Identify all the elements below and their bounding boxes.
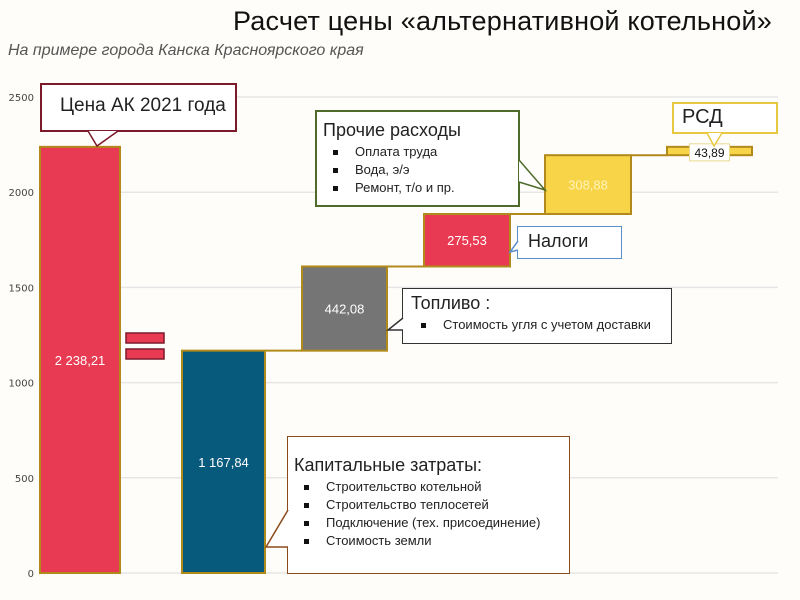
callout-other-item: Ремонт, т/о и пр. bbox=[333, 179, 518, 197]
callout-tail bbox=[385, 317, 404, 331]
y-tick-label: 2500 bbox=[9, 93, 34, 104]
callout-tail bbox=[508, 240, 519, 254]
callout-capex-item: Строительство теплосетей bbox=[304, 496, 569, 514]
callout-other: Прочие расходы Оплата труда Вода, э/э Ре… bbox=[315, 110, 520, 207]
bar bbox=[39, 145, 121, 574]
callout-fuel: Топливо : Стоимость угля с учетом достав… bbox=[402, 288, 672, 344]
bar bbox=[423, 213, 511, 268]
callout-capex-heading: Капитальные затраты: bbox=[294, 455, 483, 475]
callout-capex: Капитальные затраты: Строительство котел… bbox=[287, 436, 570, 574]
callout-price-heading: Цена АК 2021 года bbox=[60, 95, 226, 116]
callout-tail bbox=[706, 132, 723, 148]
page-title: Расчет цены «альтернативной котельной» bbox=[232, 6, 772, 36]
data-label-background bbox=[689, 143, 730, 162]
bar bbox=[301, 265, 388, 352]
callout-fuel-heading: Топливо : bbox=[411, 293, 491, 313]
y-tick-label: 500 bbox=[15, 474, 34, 485]
callout-rsd: РСД bbox=[672, 102, 778, 134]
y-tick-label: 1000 bbox=[9, 379, 34, 390]
bar bbox=[181, 349, 266, 574]
callout-capex-item: Стоимость земли bbox=[304, 532, 569, 550]
callout-tail bbox=[87, 130, 119, 148]
page-subtitle: На примере города Канска Красноярского к… bbox=[8, 42, 364, 59]
callout-price: Цена АК 2021 года bbox=[40, 83, 237, 132]
data-label: 308,88 bbox=[568, 178, 608, 193]
callout-fuel-item: Стоимость угля с учетом доставки bbox=[421, 316, 671, 334]
equals-sign-bottom bbox=[125, 348, 165, 360]
callout-tail bbox=[518, 159, 548, 192]
y-tick-label: 1500 bbox=[9, 283, 34, 294]
data-label: 275,53 bbox=[447, 233, 487, 248]
equals-sign-top bbox=[125, 332, 165, 344]
callout-other-item: Вода, э/э bbox=[333, 161, 518, 179]
data-label: 2 238,21 bbox=[55, 353, 106, 368]
callout-taxes: Налоги bbox=[517, 226, 622, 259]
data-label: 442,08 bbox=[325, 302, 365, 317]
callout-taxes-heading: Налоги bbox=[528, 231, 589, 251]
bar bbox=[544, 154, 632, 216]
callout-other-item: Оплата труда bbox=[333, 143, 518, 161]
callout-rsd-heading: РСД bbox=[682, 106, 723, 128]
data-label: 43,89 bbox=[694, 146, 724, 160]
callout-capex-item: Строительство котельной bbox=[304, 478, 569, 496]
callout-other-heading: Прочие расходы bbox=[323, 120, 461, 140]
callout-capex-item: Подключение (тех. присоединение) bbox=[304, 514, 569, 532]
data-label: 1 167,84 bbox=[198, 455, 249, 470]
callout-tail bbox=[264, 509, 289, 548]
y-tick-label: 2000 bbox=[9, 188, 34, 199]
y-tick-label: 0 bbox=[28, 569, 34, 580]
